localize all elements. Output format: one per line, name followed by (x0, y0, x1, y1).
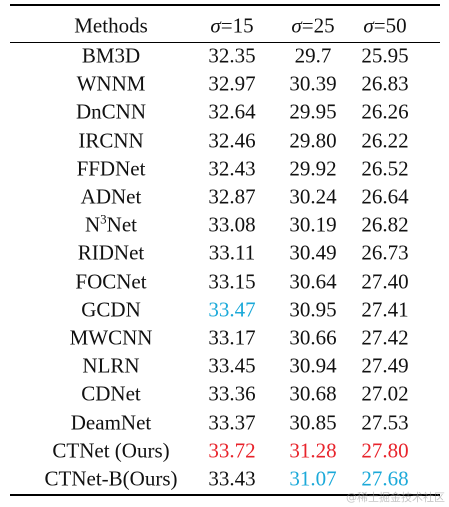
value-cell: 26.83 (361, 71, 409, 96)
value-cell: 30.64 (289, 269, 337, 294)
value-cell: 33.36 (208, 381, 256, 406)
method-cell: RIDNet (77, 240, 145, 265)
value-cell: 27.41 (361, 297, 409, 322)
value-cell: 25.95 (361, 43, 409, 68)
value-cell: 33.08 (208, 212, 256, 237)
value-cell: 27.53 (361, 410, 409, 435)
bottom-rule (10, 494, 440, 496)
value-cell: 26.52 (361, 156, 409, 181)
value-cell: 26.82 (361, 212, 409, 237)
method-cell: FFDNet (76, 156, 146, 181)
value-cell: 31.07 (289, 467, 336, 492)
method-cell: NLRN (82, 353, 140, 378)
text: =15 (220, 13, 254, 38)
value-cell: 27.49 (361, 353, 409, 378)
header-rule (10, 42, 440, 43)
method-cell: BM3D (81, 43, 141, 68)
value-cell: 26.26 (361, 99, 409, 124)
text: 27.80 (361, 438, 409, 463)
text: =25 (301, 13, 335, 38)
method-cell: GCDN (81, 297, 141, 322)
method-cell: N3Net (85, 213, 137, 238)
value-cell: 33.37 (208, 410, 256, 435)
value-cell: 33.17 (208, 325, 256, 350)
value-cell: 33.11 (208, 240, 256, 265)
value-cell: 27.80 (361, 438, 408, 463)
method-cell: DeamNet (70, 410, 152, 435)
header-cell: σ=50 (363, 14, 406, 39)
text: 27.68 (361, 466, 409, 491)
text: 31.07 (289, 466, 337, 491)
watermark: @稀土掘金技术社区 (346, 491, 445, 504)
symbol: σ (363, 13, 374, 38)
value-cell: 30.95 (289, 297, 337, 322)
header-cell: σ=25 (291, 14, 334, 39)
symbol: σ (210, 13, 221, 38)
value-cell: 32.43 (208, 156, 256, 181)
value-cell: 30.39 (289, 71, 337, 96)
method-cell: MWCNN (69, 325, 153, 350)
value-cell: 33.43 (208, 466, 256, 491)
value-cell: 29.7 (294, 43, 332, 68)
value-cell: 29.95 (289, 99, 337, 124)
header-cell: σ=15 (210, 14, 253, 39)
value-cell: 26.22 (361, 128, 409, 153)
value-cell: 33.15 (208, 269, 256, 294)
value-cell: 27.02 (361, 381, 409, 406)
superscript: 3 (100, 211, 107, 227)
value-cell: 30.94 (289, 353, 337, 378)
value-cell: 27.40 (361, 269, 409, 294)
text: 33.72 (208, 438, 256, 463)
value-cell: 29.80 (289, 128, 337, 153)
method-cell: ADNet (80, 184, 142, 209)
value-cell: 32.97 (208, 71, 256, 96)
text: N (85, 212, 101, 237)
value-cell: 33.72 (208, 438, 255, 463)
top-rule (10, 4, 440, 6)
value-cell: 30.49 (289, 240, 337, 265)
value-cell: 29.92 (289, 156, 337, 181)
value-cell: 30.68 (289, 381, 337, 406)
method-cell: FOCNet (75, 269, 147, 294)
method-cell: CDNet (81, 381, 141, 406)
value-cell: 32.64 (208, 99, 256, 124)
method-cell: IRCNN (78, 128, 144, 153)
value-cell: 32.87 (208, 184, 256, 209)
value-cell: 31.28 (289, 438, 336, 463)
value-cell: 32.35 (208, 43, 256, 68)
text: 31.28 (289, 438, 337, 463)
symbol: σ (291, 13, 302, 38)
value-cell: 30.85 (289, 410, 337, 435)
text: Net (106, 212, 137, 237)
header-cell: Methods (74, 13, 148, 38)
value-cell: 33.47 (208, 297, 255, 322)
text: =50 (373, 13, 407, 38)
value-cell: 26.64 (361, 184, 409, 209)
value-cell: 30.19 (289, 212, 337, 237)
value-cell: 32.46 (208, 128, 256, 153)
value-cell: 30.24 (289, 184, 337, 209)
text: 33.47 (208, 297, 256, 322)
method-cell: WNNM (76, 71, 146, 96)
value-cell: 27.68 (361, 467, 408, 492)
method-cell: DnCNN (75, 99, 147, 124)
value-cell: 33.45 (208, 353, 256, 378)
method-cell: CTNet-B(Ours) (44, 466, 178, 491)
value-cell: 30.66 (289, 325, 337, 350)
value-cell: 26.73 (361, 240, 409, 265)
value-cell: 27.42 (361, 325, 409, 350)
method-cell: CTNet (Ours) (52, 438, 170, 463)
